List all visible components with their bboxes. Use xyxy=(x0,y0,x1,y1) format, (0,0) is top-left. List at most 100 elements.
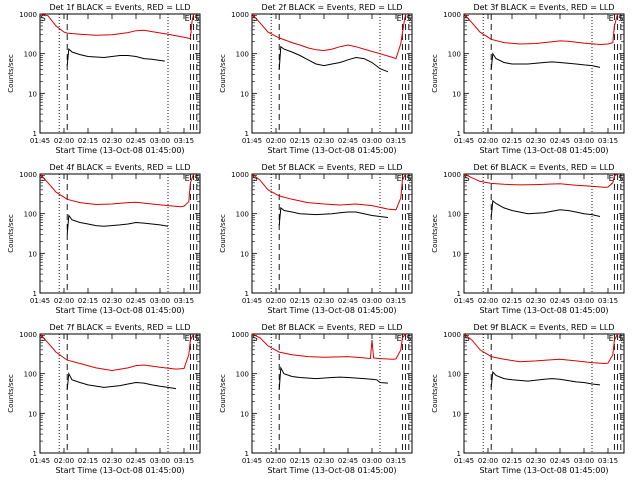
y-axis-label: Counts/sec xyxy=(431,54,439,93)
y-axis-label: Counts/sec xyxy=(7,214,15,253)
y-axis-label: Counts/sec xyxy=(431,214,439,253)
x-tick-label: 01:45 xyxy=(454,297,474,305)
panel-det-6: Det 6f BLACK = Events, RED = LLD Counts/s… xyxy=(431,163,625,315)
x-tick-label: 02:15 xyxy=(502,457,522,465)
marker-label-S: S xyxy=(253,174,258,183)
x-tick-label: 02:30 xyxy=(102,297,122,305)
y-axis-label: Counts/sec xyxy=(219,374,227,413)
x-tick-label: 03:15 xyxy=(174,297,194,305)
x-tick-label: 02:15 xyxy=(502,137,522,145)
y-tick-label: 1 xyxy=(457,450,461,458)
y-tick-label: 100 xyxy=(448,211,461,219)
x-tick-label: 03:15 xyxy=(598,457,618,465)
marker-label-E: E xyxy=(609,14,614,23)
y-tick-label: 10 xyxy=(28,410,37,418)
marker-label-S: S xyxy=(41,174,46,183)
marker-label-E: E xyxy=(397,334,402,343)
marker-label-S: S xyxy=(618,334,623,343)
y-tick-label: 10 xyxy=(240,90,249,98)
x-tick-label: 01:45 xyxy=(242,137,262,145)
x-tick-label: 03:15 xyxy=(598,297,618,305)
y-tick-label: 1000 xyxy=(19,331,37,339)
y-axis-label: Counts/sec xyxy=(219,54,227,93)
y-tick-label: 100 xyxy=(236,211,249,219)
y-tick-label: 1 xyxy=(457,130,461,138)
y-tick-label: 100 xyxy=(236,51,249,59)
marker-label-S: S xyxy=(194,174,199,183)
x-axis-label: Start Time (13-Oct-08 01:45:00) xyxy=(55,306,184,315)
series-lld xyxy=(39,13,195,40)
x-tick-label: 02:00 xyxy=(478,137,498,145)
marker-label-S: S xyxy=(465,334,470,343)
x-tick-label: 02:15 xyxy=(78,297,98,305)
x-tick-label: 03:15 xyxy=(386,457,406,465)
x-tick-label: 02:30 xyxy=(102,137,122,145)
x-tick-label: 02:45 xyxy=(126,137,146,145)
x-tick-label: 02:15 xyxy=(290,457,310,465)
plot-frame xyxy=(39,13,201,134)
x-tick-label: 01:45 xyxy=(30,297,50,305)
marker-label-S: S xyxy=(41,334,46,343)
series-lld xyxy=(463,333,619,365)
x-tick-label: 02:00 xyxy=(54,137,74,145)
y-tick-label: 1000 xyxy=(443,11,461,19)
series-lld xyxy=(463,13,619,46)
marker-label-S: S xyxy=(406,334,411,343)
y-tick-label: 1000 xyxy=(19,11,37,19)
plot-frame xyxy=(463,13,625,134)
marker-label-E: E xyxy=(185,14,190,23)
y-tick-label: 100 xyxy=(448,371,461,379)
x-tick-label: 03:00 xyxy=(150,457,170,465)
y-tick-label: 10 xyxy=(28,90,37,98)
x-tick-label: 03:00 xyxy=(574,297,594,305)
x-tick-label: 02:30 xyxy=(102,457,122,465)
marker-label-S: S xyxy=(41,14,46,23)
series-events xyxy=(66,371,177,390)
x-tick-label: 02:30 xyxy=(314,297,334,305)
y-tick-label: 1000 xyxy=(231,11,249,19)
marker-label-S: S xyxy=(194,334,199,343)
panel-title: Det 8f BLACK = Events, RED = LLD xyxy=(261,323,402,332)
x-tick-label: 02:00 xyxy=(266,457,286,465)
series-events xyxy=(66,214,169,235)
x-tick-label: 02:30 xyxy=(526,137,546,145)
plot-frame xyxy=(39,333,201,454)
x-tick-label: 02:45 xyxy=(126,297,146,305)
x-tick-label: 03:15 xyxy=(386,137,406,145)
y-axis-label: Counts/sec xyxy=(431,374,439,413)
x-tick-label: 02:30 xyxy=(526,457,546,465)
series-events xyxy=(490,199,601,218)
panel-det-1: Det 1f BLACK = Events, RED = LLD Counts/s… xyxy=(7,3,201,155)
marker-label-S: S xyxy=(194,14,199,23)
series-lld xyxy=(39,333,195,372)
y-tick-label: 1 xyxy=(245,130,249,138)
x-tick-label: 03:00 xyxy=(362,297,382,305)
x-tick-label: 03:00 xyxy=(574,137,594,145)
panel-title: Det 3f BLACK = Events, RED = LLD xyxy=(473,3,614,12)
y-tick-label: 1000 xyxy=(19,171,37,179)
x-tick-label: 03:00 xyxy=(362,137,382,145)
series-events xyxy=(278,366,389,390)
y-tick-label: 10 xyxy=(28,250,37,258)
x-tick-label: 02:00 xyxy=(266,297,286,305)
panel-det-2: Det 2f BLACK = Events, RED = LLD Counts/s… xyxy=(219,3,413,155)
marker-label-E: E xyxy=(185,174,190,183)
y-axis-label: Counts/sec xyxy=(219,214,227,253)
x-tick-label: 01:45 xyxy=(30,137,50,145)
plot-frame xyxy=(463,173,625,294)
series-lld xyxy=(251,13,407,60)
y-tick-label: 1 xyxy=(245,290,249,298)
y-tick-label: 100 xyxy=(24,51,37,59)
marker-label-S: S xyxy=(618,174,623,183)
x-tick-label: 01:45 xyxy=(30,457,50,465)
panel-det-7: Det 7f BLACK = Events, RED = LLD Counts/s… xyxy=(7,323,201,475)
marker-label-S: S xyxy=(253,14,258,23)
x-axis-label: Start Time (13-Oct-08 01:45:00) xyxy=(479,146,608,155)
y-tick-label: 1000 xyxy=(231,331,249,339)
series-lld xyxy=(251,173,407,211)
plot-frame xyxy=(463,333,625,454)
x-axis-label: Start Time (13-Oct-08 01:45:00) xyxy=(267,466,396,475)
x-tick-label: 03:00 xyxy=(150,137,170,145)
y-tick-label: 1 xyxy=(33,450,37,458)
series-events xyxy=(278,206,389,226)
